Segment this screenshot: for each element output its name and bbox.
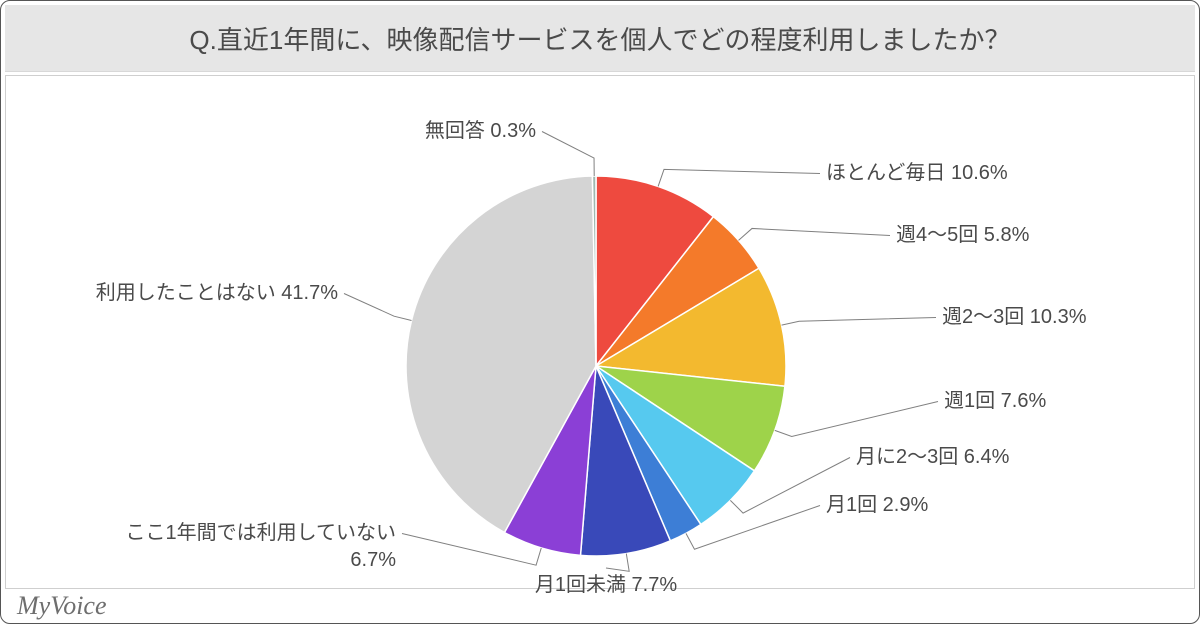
leader-line-0 xyxy=(658,169,820,186)
chart-area: ほとんど毎日 10.6% 週4～5回 5.8% 週2～3回 10.3% 週1回 7.6… xyxy=(5,75,1195,589)
pie-label-4: 月に2～3回 6.4% xyxy=(856,444,1009,471)
leader-line-9 xyxy=(542,132,594,177)
leader-line-3 xyxy=(775,402,938,437)
pie-label-1: 週4～5回 5.8% xyxy=(896,222,1029,249)
leader-line-1 xyxy=(739,228,890,240)
chart-title: Q.直近1年間に、映像配信サービスを個人でどの程度利用しましたか？ xyxy=(5,5,1195,72)
pie-label-8: 利用したことはない 41.7% xyxy=(96,280,338,307)
pie-label-2: 週2～3回 10.3% xyxy=(942,304,1087,331)
brand-logo: MyVoice xyxy=(17,591,107,621)
pie-chart xyxy=(6,76,1194,588)
chart-frame: Q.直近1年間に、映像配信サービスを個人でどの程度利用しましたか？ ほとんど毎日… xyxy=(0,0,1200,624)
pie-label-9: 無回答 0.3% xyxy=(425,118,536,145)
pie-label-0: ほとんど毎日 10.6% xyxy=(826,160,1008,187)
pie-label-6: 月1回未満 7.7% xyxy=(535,572,677,599)
pie-label-3: 週1回 7.6% xyxy=(944,388,1046,415)
pie-label-5: 月1回 2.9% xyxy=(826,492,928,519)
pie-label-7: ここ1年間では利用していない6.7% xyxy=(125,520,396,574)
leader-line-8 xyxy=(344,294,412,321)
leader-line-2 xyxy=(782,318,936,326)
